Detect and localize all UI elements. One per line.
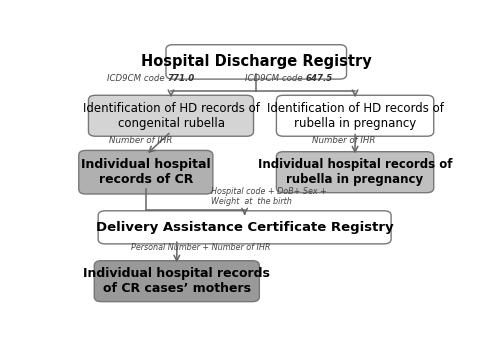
FancyBboxPatch shape [94, 261, 260, 302]
Text: ICD9CM code: ICD9CM code [107, 74, 167, 84]
Text: 647.5: 647.5 [306, 74, 333, 84]
Text: Individual hospital
records of CR: Individual hospital records of CR [81, 158, 210, 186]
Text: Delivery Assistance Certificate Registry: Delivery Assistance Certificate Registry [96, 221, 394, 234]
FancyBboxPatch shape [276, 152, 434, 193]
Text: Personal Number + Number of IHR: Personal Number + Number of IHR [132, 242, 271, 252]
Text: ICD9CM code: ICD9CM code [246, 74, 306, 84]
Text: Number of IHR: Number of IHR [312, 136, 376, 146]
Text: Number of IHR: Number of IHR [109, 136, 172, 146]
Text: Hospital Discharge Registry: Hospital Discharge Registry [141, 55, 372, 70]
Text: Identification of HD records of
congenital rubella: Identification of HD records of congenit… [82, 102, 260, 130]
FancyBboxPatch shape [276, 95, 434, 136]
Text: 771.0: 771.0 [167, 74, 194, 84]
FancyBboxPatch shape [79, 150, 213, 194]
Text: Individual hospital records
of CR cases’ mothers: Individual hospital records of CR cases’… [84, 267, 270, 295]
FancyBboxPatch shape [166, 45, 346, 79]
Text: Identification of HD records of
rubella in pregnancy: Identification of HD records of rubella … [266, 102, 444, 130]
Text: Hospital code + DoB+ Sex +
Weight  at  the birth: Hospital code + DoB+ Sex + Weight at the… [210, 187, 326, 206]
FancyBboxPatch shape [98, 211, 391, 244]
Text: Individual hospital records of
rubella in pregnancy: Individual hospital records of rubella i… [258, 158, 452, 186]
FancyBboxPatch shape [88, 95, 254, 136]
